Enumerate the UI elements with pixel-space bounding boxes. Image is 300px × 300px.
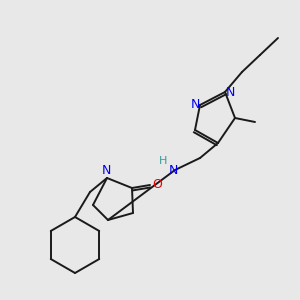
Text: O: O [152,178,162,191]
Text: N: N [225,86,235,100]
Text: N: N [168,164,178,176]
Text: N: N [190,98,200,110]
Text: H: H [159,156,167,166]
Text: N: N [101,164,111,178]
